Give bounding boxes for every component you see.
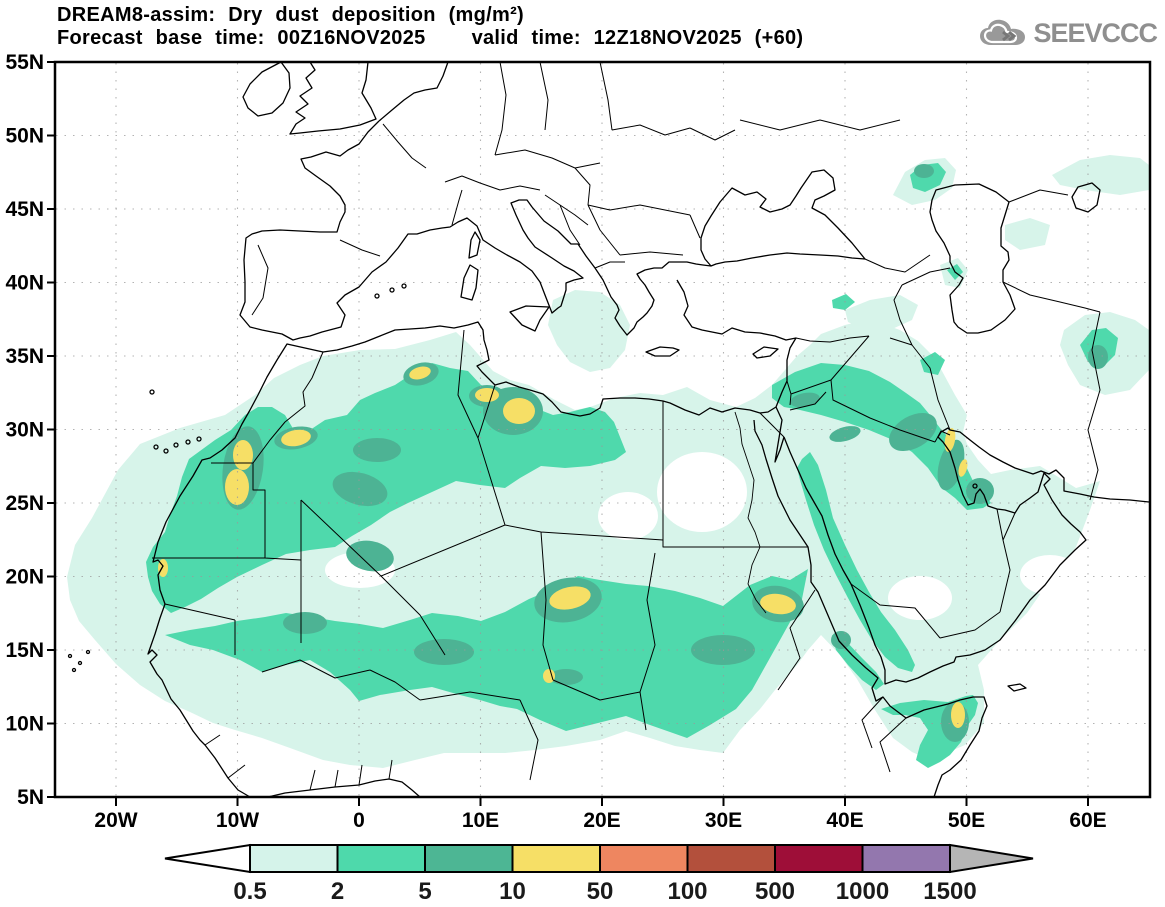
lon-tick-label: 60E xyxy=(1069,809,1106,832)
lat-tick-label: 30N xyxy=(5,419,44,442)
forecast-base-time: Forecast base time: 00Z16NOV2025 xyxy=(57,27,426,49)
colorbar-label: 500 xyxy=(755,878,795,905)
colorbar-label: 100 xyxy=(667,878,707,905)
colorbar-label: 2 xyxy=(331,878,344,905)
lat-tick-label: 15N xyxy=(5,639,44,662)
logo-text: SEEVCCC xyxy=(1033,17,1158,48)
lat-tick-label: 25N xyxy=(5,492,44,515)
colorbar-overflow-arrow xyxy=(949,843,1034,874)
map-frame xyxy=(53,60,1152,799)
colorbar-segment xyxy=(249,844,339,873)
latitude-axis: 55N 50N 45N 40N 35N 30N 25N 20N 15N 10N 5N xyxy=(5,51,55,809)
longitude-axis: 20W 10W 0 10E 20E 30E 40E 50E 60E xyxy=(94,797,1107,832)
lon-tick-label: 50E xyxy=(948,809,985,832)
product-subtitle: Forecast base time: 00Z16NOV2025 valid ti… xyxy=(57,27,803,50)
lon-tick-label: 30E xyxy=(705,809,742,832)
colorbar-segment xyxy=(774,844,864,873)
colorbar-label: 1000 xyxy=(836,878,889,905)
dust-area-holes xyxy=(325,452,1080,620)
valid-time: valid time: 12Z18NOV2025 (+60) xyxy=(471,27,804,49)
colorbar-label: 0.5 xyxy=(233,878,266,905)
lon-tick-label: 10E xyxy=(462,809,499,832)
colorbar: 0.5 2 5 10 50 100 500 1000 1500 xyxy=(164,843,1034,905)
colorbar-label: 10 xyxy=(499,878,526,905)
dust-area-yellow xyxy=(158,366,968,728)
lon-tick-label: 0 xyxy=(353,809,365,832)
country-borders xyxy=(152,61,1101,791)
lat-tick-label: 10N xyxy=(5,713,44,736)
colorbar-label: 50 xyxy=(587,878,614,905)
lat-tick-label: 55N xyxy=(5,51,44,74)
coastlines xyxy=(67,61,1150,798)
lat-tick-label: 20N xyxy=(5,566,44,589)
product-title: DREAM8-assim: Dry dust deposition (mg/m²… xyxy=(57,4,524,26)
colorbar-segment xyxy=(336,844,426,873)
lon-tick-label: 20W xyxy=(94,809,137,832)
colorbar-label: 5 xyxy=(418,878,431,905)
nile-river xyxy=(734,411,767,614)
cloud-icon xyxy=(980,19,1026,45)
lon-tick-label: 40E xyxy=(826,809,863,832)
lat-tick-label: 45N xyxy=(5,198,44,221)
colorbar-segment xyxy=(861,844,951,873)
colorbar-segment xyxy=(511,844,601,873)
lat-tick-label: 5N xyxy=(17,786,44,809)
lon-tick-label: 10W xyxy=(216,809,259,832)
seevccc-logo: SEEVCCC xyxy=(977,16,1158,50)
lat-tick-label: 40N xyxy=(5,272,44,295)
colorbar-label: 1500 xyxy=(923,878,976,905)
lat-tick-label: 50N xyxy=(5,125,44,148)
colorbar-segment xyxy=(686,844,776,873)
colorbar-underflow-arrow xyxy=(164,843,251,874)
colorbar-segment xyxy=(424,844,514,873)
lat-tick-label: 35N xyxy=(5,345,44,368)
colorbar-segment xyxy=(599,844,689,873)
header: DREAM8-assim: Dry dust deposition (mg/m²… xyxy=(57,4,803,50)
lon-tick-label: 20E xyxy=(583,809,620,832)
